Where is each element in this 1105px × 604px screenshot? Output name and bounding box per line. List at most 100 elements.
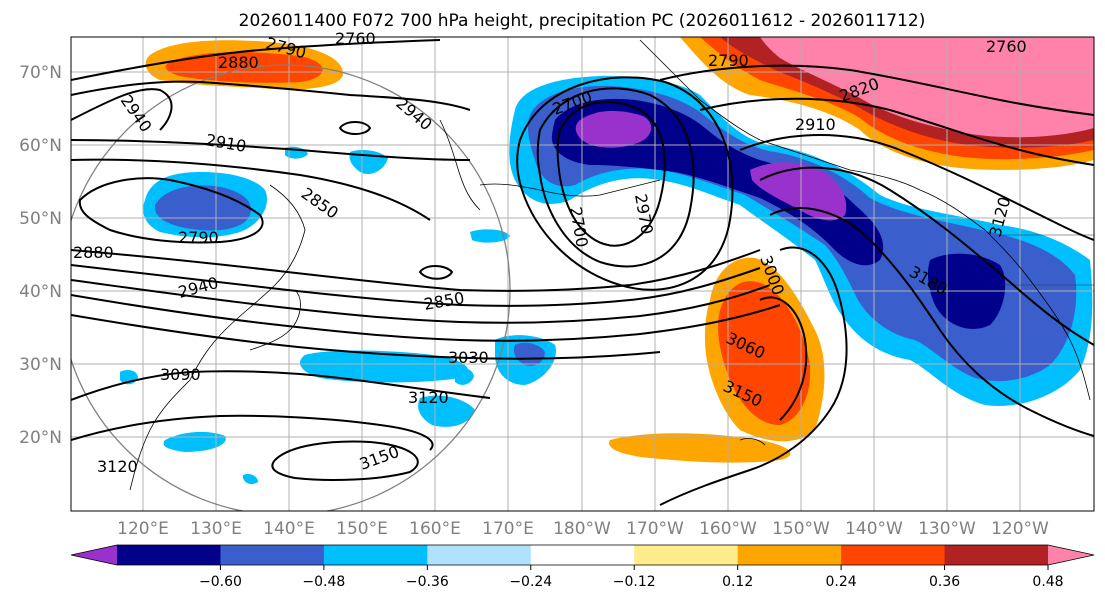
colorbar-extend-low bbox=[71, 545, 117, 565]
lon-label-150e: 150°E bbox=[336, 519, 388, 539]
precip-patch bbox=[243, 473, 258, 485]
coastline-asia bbox=[129, 184, 306, 491]
precip-patch bbox=[760, 37, 1094, 138]
coastline-japan bbox=[249, 289, 301, 351]
contour-label-2760-ne: 2760 bbox=[986, 37, 1027, 56]
colorbar-segment bbox=[841, 545, 946, 565]
contour-label-2760-nw: 2760 bbox=[335, 29, 376, 48]
contour-line bbox=[271, 440, 419, 481]
colorbar-segment bbox=[944, 545, 1049, 565]
contour-label-3030: 3030 bbox=[448, 348, 489, 367]
contour-line bbox=[418, 265, 454, 280]
contour-label-2880-w: 2880 bbox=[73, 243, 114, 262]
latitude-labels: 70°N 60°N 50°N 40°N 30°N 20°N bbox=[19, 63, 62, 448]
colorbar-segment bbox=[634, 545, 739, 565]
colorbar: −0.60 −0.48 −0.36 −0.24 −0.12 0.12 0.24 0.36 0.4… bbox=[70, 544, 1095, 590]
figure-title: 2026011400 F072 700 hPa height, precipit… bbox=[239, 11, 926, 31]
coastline-north-america bbox=[639, 39, 1091, 401]
colorbar-tick-label: −0.60 bbox=[199, 574, 242, 590]
map-frame bbox=[70, 36, 1095, 512]
colorbar-tick-label: 0.24 bbox=[826, 574, 857, 590]
contour-line bbox=[699, 97, 1094, 166]
coastlines bbox=[129, 39, 1094, 491]
colorbar-tick-label: 0.48 bbox=[1032, 574, 1063, 590]
precip-patch bbox=[418, 395, 475, 427]
colorbar-segment bbox=[323, 545, 428, 565]
lat-label-50n: 50°N bbox=[19, 209, 62, 229]
colorbar-segment bbox=[737, 545, 842, 565]
lon-label-170w: 170°W bbox=[626, 519, 684, 539]
coastline-kamchatka bbox=[439, 119, 481, 211]
lon-label-140w: 140°W bbox=[845, 519, 903, 539]
contour-line bbox=[71, 314, 661, 360]
contour-line bbox=[659, 246, 848, 506]
colorbar-tick-label: −0.24 bbox=[509, 574, 552, 590]
lon-label-140e: 140°E bbox=[263, 519, 315, 539]
lon-label-120w: 120°W bbox=[991, 519, 1049, 539]
lat-label-40n: 40°N bbox=[19, 282, 62, 302]
contour-line bbox=[71, 279, 771, 324]
precip-patch bbox=[455, 368, 474, 385]
contour-line bbox=[71, 264, 761, 307]
contour-line bbox=[71, 88, 173, 131]
contour-label-3090: 3090 bbox=[160, 365, 201, 384]
contour-line bbox=[71, 158, 431, 221]
contour-line bbox=[71, 80, 471, 111]
graticule bbox=[71, 37, 1094, 511]
contour-line bbox=[71, 414, 434, 451]
contour-line bbox=[338, 121, 372, 135]
lon-label-170e: 170°E bbox=[482, 519, 534, 539]
contour-line bbox=[71, 139, 471, 161]
contour-line bbox=[739, 134, 1094, 241]
lon-label-130e: 130°E bbox=[190, 519, 242, 539]
contour-line bbox=[71, 370, 491, 401]
lon-label-180w: 180°W bbox=[553, 519, 611, 539]
lon-label-160e: 160°E bbox=[409, 519, 461, 539]
colorbar-segment bbox=[530, 545, 635, 565]
coastline-hawaii bbox=[739, 437, 766, 446]
contour-line bbox=[759, 296, 808, 421]
colorbar-tick-label: −0.12 bbox=[613, 574, 656, 590]
precip-patch bbox=[513, 342, 545, 366]
precip-patch bbox=[575, 110, 652, 148]
longitude-labels: 120°E 130°E 140°E 150°E 160°E 170°E 180°… bbox=[117, 519, 1049, 539]
colorbar-segment bbox=[117, 545, 221, 565]
contour-label-3120-a: 3120 bbox=[408, 388, 449, 407]
precip-patch bbox=[300, 350, 469, 383]
coastline-aleutians bbox=[479, 179, 661, 197]
colorbar-tick-label: 0.36 bbox=[929, 574, 960, 590]
colorbar-tick-label: −0.48 bbox=[302, 574, 345, 590]
precip-patch bbox=[609, 433, 791, 463]
contour-line bbox=[78, 177, 264, 244]
lon-label-130w: 130°W bbox=[918, 519, 976, 539]
colorbar-extend-high bbox=[1048, 545, 1094, 565]
contour-line bbox=[769, 207, 1094, 437]
precip-patch bbox=[750, 162, 847, 221]
contour-line bbox=[71, 249, 761, 292]
lat-label-20n: 20°N bbox=[19, 428, 62, 448]
contour-label-2910-e: 2910 bbox=[795, 115, 836, 134]
contour-line bbox=[71, 294, 781, 342]
colorbar-segment bbox=[220, 545, 325, 565]
lon-label-120e: 120°E bbox=[117, 519, 169, 539]
colorbar-tick-label: 0.12 bbox=[722, 574, 753, 590]
contour-label-2880-nw: 2880 bbox=[218, 53, 259, 72]
lon-label-150w: 150°W bbox=[772, 519, 830, 539]
lon-label-160w: 160°W bbox=[699, 519, 757, 539]
lat-label-70n: 70°N bbox=[19, 63, 62, 83]
contour-label-2790-w: 2790 bbox=[178, 228, 219, 247]
contour-line bbox=[516, 76, 734, 291]
colorbar-tick-label: −0.36 bbox=[406, 574, 449, 590]
contour-line bbox=[536, 87, 695, 268]
contour-label-3120-b: 3120 bbox=[97, 457, 138, 476]
lat-label-60n: 60°N bbox=[19, 136, 62, 156]
lat-label-30n: 30°N bbox=[19, 355, 62, 375]
height-contours bbox=[71, 39, 1094, 506]
contour-line bbox=[659, 64, 1094, 116]
precip-patch bbox=[470, 229, 510, 243]
boundary-lines bbox=[1000, 234, 1094, 286]
precip-patch bbox=[165, 52, 323, 83]
contour-line bbox=[759, 166, 1094, 346]
